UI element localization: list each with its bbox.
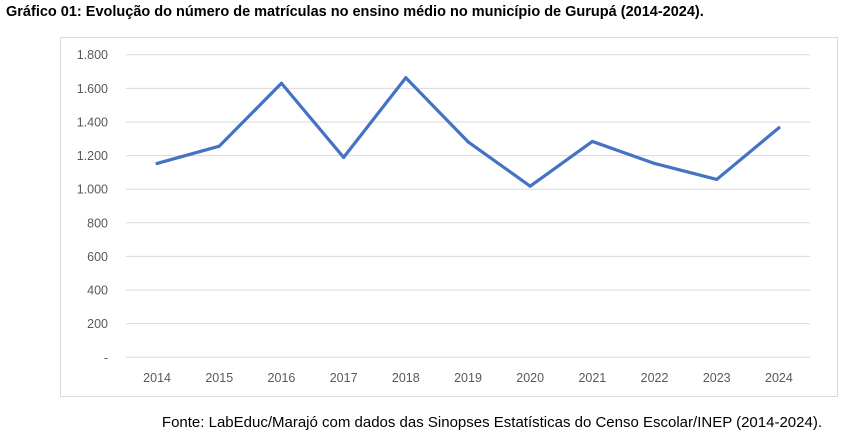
data-point bbox=[590, 139, 594, 144]
y-tick-label: 400 bbox=[87, 284, 108, 298]
y-tick-label: 1.200 bbox=[77, 149, 108, 163]
data-point bbox=[279, 81, 284, 85]
x-tick-label: 2015 bbox=[205, 371, 233, 385]
data-point bbox=[404, 76, 408, 80]
y-tick-label: - bbox=[104, 351, 108, 365]
data-point bbox=[777, 126, 781, 130]
series-line bbox=[155, 76, 781, 188]
y-tick-label: 1.000 bbox=[77, 183, 108, 197]
data-point bbox=[528, 184, 532, 188]
y-tick-label: 1.400 bbox=[77, 115, 108, 129]
x-tick-label: 2024 bbox=[765, 371, 793, 385]
x-tick-label: 2014 bbox=[143, 371, 171, 385]
x-tick-label: 2018 bbox=[392, 371, 420, 385]
x-tick-label: 2016 bbox=[268, 371, 296, 385]
data-point bbox=[466, 140, 470, 144]
y-tick-label: 1.800 bbox=[77, 48, 108, 62]
data-point bbox=[155, 161, 159, 166]
y-tick-label: 800 bbox=[87, 216, 108, 230]
data-point bbox=[217, 144, 221, 148]
data-point bbox=[342, 155, 346, 160]
data-point bbox=[652, 161, 657, 166]
y-tick-label: 200 bbox=[87, 317, 108, 331]
x-tick-label: 2023 bbox=[703, 371, 731, 385]
x-tick-label: 2019 bbox=[454, 371, 482, 385]
chart-source: Fonte: LabEduc/Marajó com dados das Sino… bbox=[161, 414, 822, 431]
x-tick-label: 2021 bbox=[578, 371, 606, 385]
y-tick-label: 600 bbox=[87, 250, 108, 264]
x-tick-label: 2017 bbox=[330, 371, 358, 385]
chart-title: Gráfico 01: Evolução do número de matríc… bbox=[6, 4, 704, 20]
x-tick-label: 2020 bbox=[516, 371, 544, 385]
x-tick-label: 2022 bbox=[641, 371, 669, 385]
y-tick-label: 1.600 bbox=[77, 82, 108, 96]
chart-frame bbox=[60, 37, 838, 397]
data-point bbox=[715, 177, 719, 182]
